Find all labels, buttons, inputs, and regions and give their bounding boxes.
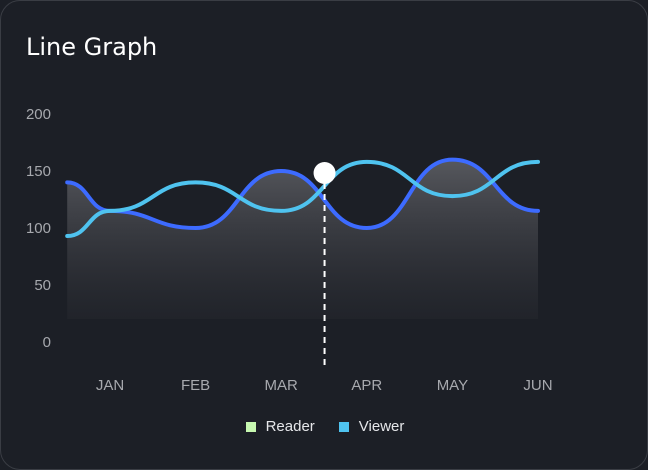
x-tick-label: FEB (181, 377, 210, 394)
series-line-reader[interactable] (65, 157, 540, 231)
legend-item-viewer[interactable]: Viewer (338, 418, 405, 435)
reader-swatch (245, 421, 256, 432)
y-tick-label: 200 (26, 106, 51, 123)
plot-area (65, 157, 540, 367)
chart-title: Line Graph (26, 33, 158, 61)
legend-label-viewer: Viewer (358, 418, 405, 435)
y-tick-label: 50 (34, 277, 51, 294)
legend-label-reader: Reader (265, 418, 315, 435)
y-tick-label: 150 (26, 163, 51, 180)
x-axis: JAN FEB MAR APR MAY JUN (96, 377, 553, 394)
x-tick-label: JUN (523, 377, 552, 394)
legend-item-reader[interactable]: Reader (245, 418, 315, 435)
x-tick-label: MAR (265, 377, 299, 394)
reader-area-fill (67, 159, 538, 319)
highlight-marker[interactable] (313, 162, 336, 184)
viewer-swatch (338, 421, 349, 432)
x-tick-label: MAY (437, 377, 468, 394)
x-tick-label: APR (351, 377, 382, 394)
y-axis: 0 50 100 150 200 (26, 106, 51, 351)
y-tick-label: 0 (43, 334, 51, 351)
series-line-viewer[interactable] (65, 159, 540, 238)
x-tick-label: JAN (96, 377, 124, 394)
legend: Reader Viewer (1, 418, 647, 435)
y-tick-label: 100 (26, 220, 51, 237)
